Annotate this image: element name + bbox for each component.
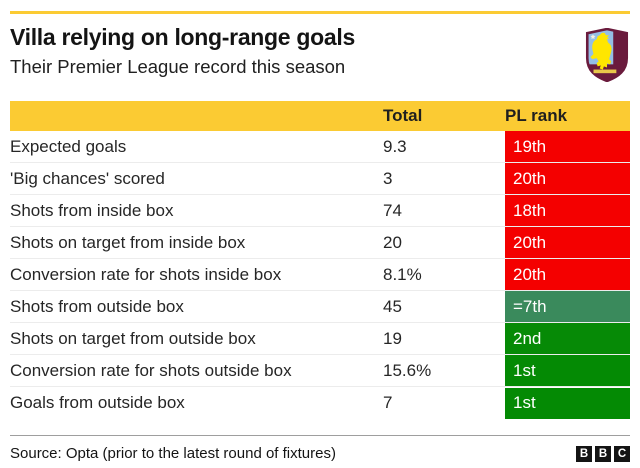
stat-total: 45 <box>383 296 402 316</box>
table-row: Shots on target from inside box 20 20th <box>10 227 630 259</box>
rank-badge: 20th <box>505 227 630 258</box>
top-accent-rule <box>10 11 630 14</box>
stat-total: 7 <box>383 393 393 412</box>
table-row: Goals from outside box 7 1st <box>10 387 630 419</box>
table-row: Shots on target from outside box 19 2nd <box>10 323 630 355</box>
table-row: Expected goals 9.3 19th <box>10 131 630 163</box>
table-row: Shots from outside box 45 =7th <box>10 291 630 323</box>
stat-total: 19 <box>383 328 402 348</box>
stat-label: Expected goals <box>10 136 127 156</box>
stat-label: Shots on target from inside box <box>10 232 246 252</box>
rank-badge: 18th <box>505 195 630 226</box>
bbc-logo-block: C <box>614 445 630 462</box>
rank-badge: 20th <box>505 259 630 290</box>
rank-badge: =7th <box>505 291 630 322</box>
stats-table: Total PL rank Expected goals 9.3 19th 'B… <box>10 101 630 419</box>
bbc-logo-block: B <box>595 445 611 462</box>
bbc-logo-block: B <box>576 445 592 462</box>
stat-label: Conversion rate for shots outside box <box>10 360 292 380</box>
header-text: Villa relying on long-range goals Their … <box>10 24 355 79</box>
stat-label: Shots from inside box <box>10 200 174 220</box>
rank-badge: 1st <box>505 387 630 419</box>
table-row: Conversion rate for shots outside box 15… <box>10 355 630 387</box>
footer: Source: Opta (prior to the latest round … <box>10 445 630 462</box>
table-row: Conversion rate for shots inside box 8.1… <box>10 259 630 291</box>
stat-total: 15.6% <box>383 360 432 380</box>
header: Villa relying on long-range goals Their … <box>10 24 630 87</box>
page-title: Villa relying on long-range goals <box>10 24 355 50</box>
stat-label: Conversion rate for shots inside box <box>10 264 282 284</box>
page-subtitle: Their Premier League record this season <box>10 56 346 77</box>
stat-total: 9.3 <box>383 136 407 156</box>
aston-villa-crest-icon <box>584 27 630 87</box>
stat-total: 74 <box>383 200 402 220</box>
stat-total: 3 <box>383 168 393 188</box>
column-header-pl-rank: PL rank <box>505 106 568 125</box>
stat-total: 20 <box>383 232 402 252</box>
rank-badge: 1st <box>505 355 630 386</box>
table-header-row: Total PL rank <box>10 101 630 131</box>
source-attribution: Source: Opta (prior to the latest round … <box>10 445 336 462</box>
stat-label: Shots on target from outside box <box>10 328 256 348</box>
rank-badge: 19th <box>505 131 630 162</box>
table-row: 'Big chances' scored 3 20th <box>10 163 630 195</box>
bbc-logo: B B C <box>576 445 630 462</box>
rank-badge: 2nd <box>505 323 630 354</box>
stat-label: Goals from outside box <box>10 393 185 412</box>
column-header-total: Total <box>383 106 423 125</box>
stat-total: 8.1% <box>383 264 422 284</box>
stat-label: Shots from outside box <box>10 296 184 316</box>
footer-rule <box>10 435 630 436</box>
table-row: Shots from inside box 74 18th <box>10 195 630 227</box>
stat-label: 'Big chances' scored <box>10 168 165 188</box>
rank-badge: 20th <box>505 163 630 194</box>
